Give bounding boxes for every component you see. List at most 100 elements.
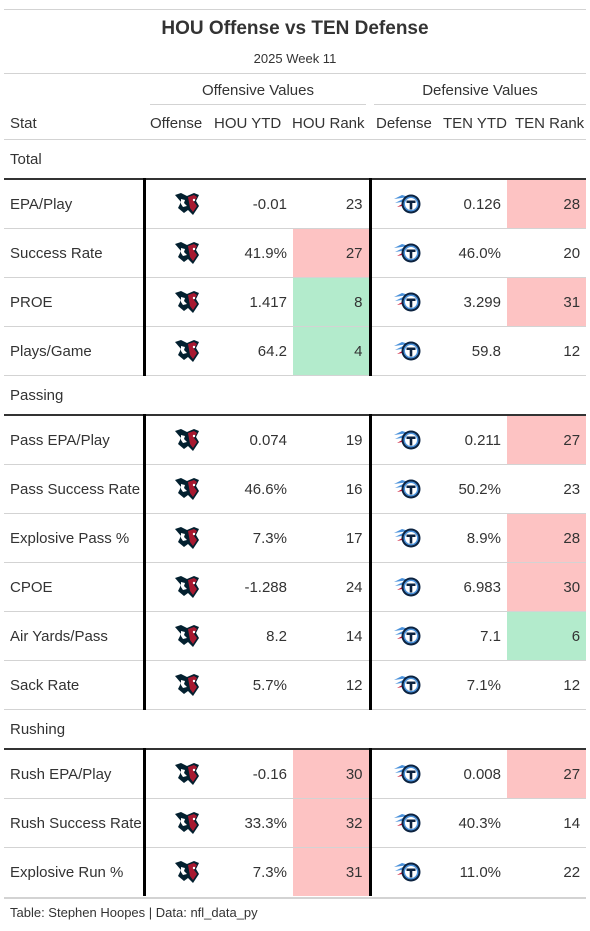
- ten-rank-cell: 12: [507, 660, 587, 710]
- table-row: Pass EPA/Play 0.074 19 0.211 27: [4, 414, 587, 465]
- defense-logo-cell: [370, 513, 444, 563]
- hou-rank-cell: 19: [293, 414, 372, 465]
- stat-name-cell: Sack Rate: [4, 660, 146, 710]
- ten-ytd-cell: 0.211: [444, 414, 507, 465]
- ten-ytd-cell: 3.299: [444, 277, 507, 327]
- texans-logo-icon: [152, 810, 224, 836]
- hou-ytd-cell: -0.16: [229, 748, 293, 799]
- hou-rank-cell: 32: [293, 798, 372, 848]
- footer-rule: [4, 897, 586, 899]
- offense-logo-cell: [144, 178, 229, 229]
- stat-name-cell: Explosive Pass %: [4, 513, 146, 563]
- table-row: Sack Rate 5.7% 12 7.1% 12: [4, 660, 587, 710]
- stat-name-cell: Plays/Game: [4, 326, 146, 376]
- texans-logo-icon: [152, 191, 224, 217]
- ten-ytd-cell: 46.0%: [444, 228, 507, 278]
- heading-rule: [4, 73, 586, 74]
- texans-logo-icon: [152, 761, 224, 787]
- col-header-defense: Defense: [376, 115, 432, 132]
- titans-logo-icon: [378, 290, 439, 314]
- stat-name-cell: Explosive Run %: [4, 847, 146, 896]
- hou-rank-cell: 8: [293, 277, 372, 327]
- spanner-rule-defense: [374, 104, 586, 105]
- hou-ytd-cell: 41.9%: [229, 228, 293, 278]
- texans-logo-icon: [152, 427, 224, 453]
- table-row: Success Rate 41.9% 27 46.0% 20: [4, 228, 587, 278]
- group-label: Rushing: [4, 709, 587, 749]
- table-row: Rush Success Rate 33.3% 32 40.3% 14: [4, 798, 587, 848]
- texans-logo-icon: [152, 859, 224, 885]
- hou-ytd-cell: 7.3%: [229, 847, 293, 896]
- stat-name-cell: Rush Success Rate: [4, 798, 146, 848]
- group-row-passing: Passing: [4, 375, 587, 415]
- defense-logo-cell: [370, 326, 444, 376]
- stat-name-cell: CPOE: [4, 562, 146, 612]
- hou-ytd-cell: 46.6%: [229, 464, 293, 514]
- ten-ytd-cell: 0.008: [444, 748, 507, 799]
- offense-logo-cell: [144, 464, 229, 514]
- ten-rank-cell: 20: [507, 228, 587, 278]
- offense-logo-cell: [144, 562, 229, 612]
- defense-logo-cell: [370, 611, 444, 661]
- offense-logo-cell: [144, 847, 229, 896]
- table-row: Pass Success Rate 46.6% 16 50.2% 23: [4, 464, 587, 514]
- texans-logo-icon: [152, 338, 224, 364]
- ten-rank-cell: 22: [507, 847, 587, 896]
- ten-ytd-cell: 0.126: [444, 178, 507, 229]
- ten-rank-cell: 28: [507, 178, 587, 229]
- offense-logo-cell: [144, 228, 229, 278]
- offense-logo-cell: [144, 277, 229, 327]
- texans-logo-icon: [152, 476, 224, 502]
- defense-logo-cell: [370, 277, 444, 327]
- col-header-stat: Stat: [10, 115, 37, 132]
- titans-logo-icon: [378, 811, 439, 835]
- defense-logo-cell: [370, 660, 444, 710]
- stat-name-cell: EPA/Play: [4, 178, 146, 229]
- titans-logo-icon: [378, 192, 439, 216]
- hou-ytd-cell: 7.3%: [229, 513, 293, 563]
- titans-logo-icon: [378, 624, 439, 648]
- texans-logo-icon: [152, 574, 224, 600]
- table-row: Air Yards/Pass 8.2 14 7.1 6: [4, 611, 587, 661]
- ten-ytd-cell: 40.3%: [444, 798, 507, 848]
- spanner-defensive-values: Defensive Values: [422, 82, 538, 99]
- stat-name-cell: Pass Success Rate: [4, 464, 146, 514]
- ten-rank-cell: 23: [507, 464, 587, 514]
- hou-rank-cell: 16: [293, 464, 372, 514]
- offense-logo-cell: [144, 326, 229, 376]
- col-header-hou-rank: HOU Rank: [292, 115, 365, 132]
- ten-rank-cell: 27: [507, 414, 587, 465]
- texans-logo-icon: [152, 240, 224, 266]
- titans-logo-icon: [378, 762, 439, 786]
- offense-logo-cell: [144, 611, 229, 661]
- stat-name-cell: Success Rate: [4, 228, 146, 278]
- titans-logo-icon: [378, 339, 439, 363]
- hou-ytd-cell: 1.417: [229, 277, 293, 327]
- offense-logo-cell: [144, 414, 229, 465]
- col-header-ten-rank: TEN Rank: [515, 115, 585, 132]
- col-header-hou-ytd: HOU YTD: [214, 115, 282, 132]
- hou-rank-cell: 23: [293, 178, 372, 229]
- table-source-note: Table: Stephen Hoopes | Data: nfl_data_p…: [10, 905, 258, 920]
- defense-logo-cell: [370, 847, 444, 896]
- hou-rank-cell: 12: [293, 660, 372, 710]
- titans-logo-icon: [378, 241, 439, 265]
- hou-ytd-cell: 64.2: [229, 326, 293, 376]
- hou-ytd-cell: 8.2: [229, 611, 293, 661]
- hou-rank-cell: 24: [293, 562, 372, 612]
- ten-rank-cell: 12: [507, 326, 587, 376]
- top-rule: [4, 9, 586, 10]
- hou-ytd-cell: -0.01: [229, 178, 293, 229]
- defense-logo-cell: [370, 798, 444, 848]
- defense-logo-cell: [370, 562, 444, 612]
- ten-rank-cell: 14: [507, 798, 587, 848]
- ten-rank-cell: 31: [507, 277, 587, 327]
- ten-rank-cell: 6: [507, 611, 587, 661]
- group-row-rushing: Rushing: [4, 709, 587, 749]
- offense-logo-cell: [144, 798, 229, 848]
- titans-logo-icon: [378, 673, 439, 697]
- texans-logo-icon: [152, 289, 224, 315]
- ten-ytd-cell: 7.1%: [444, 660, 507, 710]
- table-row: Explosive Pass % 7.3% 17 8.9% 28: [4, 513, 587, 563]
